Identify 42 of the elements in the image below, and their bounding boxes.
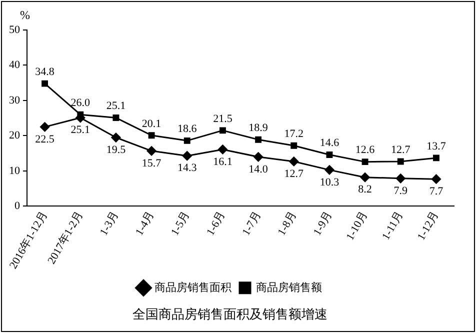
x-tick-label: 1-9月 [311, 209, 335, 238]
y-tick-label: 10 [9, 164, 20, 177]
data-label: 17.2 [284, 128, 304, 140]
data-label: 12.6 [355, 144, 376, 156]
data-label: 20.1 [142, 118, 162, 130]
x-tick-label: 1-7月 [240, 209, 264, 238]
data-label: 19.5 [106, 144, 126, 156]
y-tick-label: 0 [14, 200, 20, 212]
data-label: 18.6 [178, 123, 198, 136]
x-tick-label: 1-11月 [380, 209, 406, 242]
data-label: 14.6 [320, 137, 340, 150]
data-label: 34.8 [35, 66, 55, 78]
data-label: 7.7 [429, 185, 444, 198]
data-label: 16.1 [213, 156, 232, 168]
data-label: 12.7 [284, 168, 304, 180]
data-label: 25.1 [70, 124, 90, 136]
x-tick-label: 1-6月 [204, 209, 228, 238]
x-tick-label: 1-3月 [98, 209, 122, 238]
y-tick-label: 40 [9, 59, 20, 72]
data-label: 14.0 [248, 163, 268, 176]
data-label: 13.7 [426, 140, 446, 152]
text: 全国商品房销售面积及销售额增速 [132, 306, 328, 322]
legend-label: 商品房销售额 [256, 280, 322, 294]
data-label: 25.1 [106, 100, 126, 112]
data-label: 14.3 [178, 162, 198, 174]
x-tick-label: 1-4月 [133, 209, 157, 238]
y-tick-label: 20 [9, 130, 20, 142]
y-axis-title: % [20, 8, 30, 22]
data-label: 21.5 [213, 112, 233, 125]
data-label: 26.0 [70, 96, 90, 109]
data-label: 10.3 [320, 176, 340, 188]
data-label: 12.7 [391, 144, 411, 156]
x-tick-label: 1-5月 [169, 209, 192, 238]
y-tick-label: 30 [9, 94, 20, 106]
x-tick-label: 1-8月 [276, 209, 299, 238]
data-label: 18.9 [248, 122, 268, 134]
data-label: 15.7 [142, 157, 162, 170]
data-label: 8.2 [358, 184, 372, 196]
legend-label: 商品房销售面积 [154, 280, 232, 294]
data-label: 7.9 [394, 184, 408, 197]
y-tick-label: 50 [9, 24, 20, 36]
data-label: 22.5 [35, 133, 55, 146]
